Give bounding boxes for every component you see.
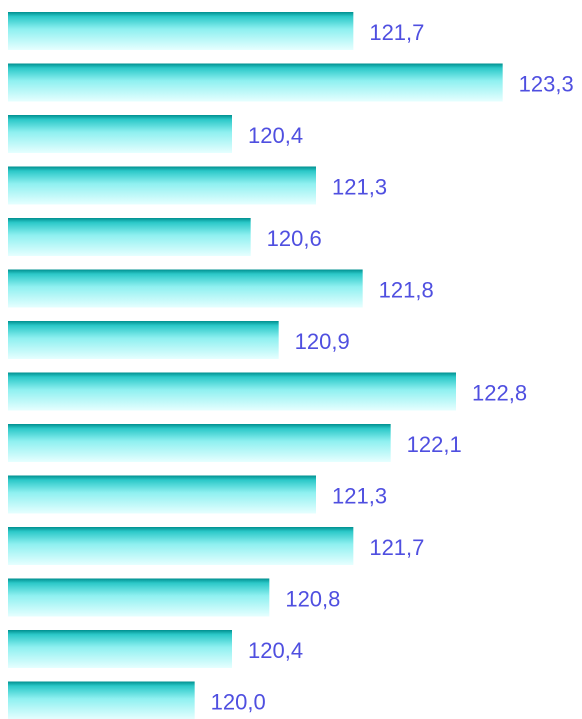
- value-label: 120,4: [248, 638, 303, 663]
- value-label: 121,8: [379, 277, 434, 302]
- bar: [8, 681, 195, 719]
- value-label: 120,9: [295, 329, 350, 354]
- bar: [8, 12, 354, 50]
- bar: [8, 63, 503, 102]
- bar: [8, 372, 456, 411]
- value-label: 122,8: [472, 380, 527, 405]
- value-label: 120,8: [285, 586, 340, 611]
- value-label: 121,3: [332, 174, 387, 199]
- value-label: 122,1: [407, 432, 462, 457]
- value-label: 121,7: [369, 20, 424, 45]
- value-label: 121,3: [332, 483, 387, 508]
- bar: [8, 527, 354, 565]
- value-label: 120,6: [267, 226, 322, 251]
- bar: [8, 321, 279, 359]
- bar: [8, 218, 251, 256]
- value-label: 120,0: [211, 689, 266, 714]
- bar: [8, 269, 363, 308]
- bar: [8, 115, 232, 153]
- bar: [8, 578, 270, 617]
- bar: [8, 166, 316, 205]
- bar: [8, 475, 316, 514]
- value-label: 121,7: [369, 535, 424, 560]
- bar: [8, 424, 391, 462]
- value-label: 120,4: [248, 123, 303, 148]
- bar: [8, 630, 232, 668]
- value-label: 123,3: [519, 71, 574, 96]
